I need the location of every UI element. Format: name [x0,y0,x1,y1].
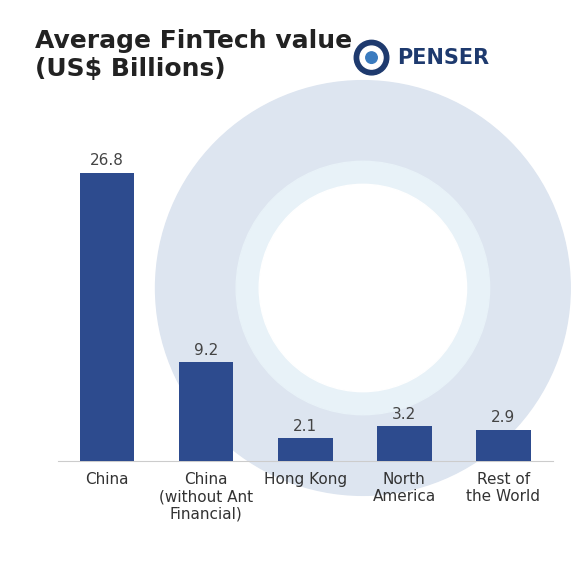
Circle shape [366,52,377,63]
Bar [80,173,134,461]
Circle shape [259,184,467,392]
Text: 2.1: 2.1 [293,419,317,434]
Text: 3.2: 3.2 [392,407,416,422]
Text: PENSER: PENSER [397,48,490,67]
Circle shape [236,161,490,415]
Text: Penser  |  www.penser.co.uk  |  Twitter: @PenserConsult  |  +44-207-096-0061 | ©: Penser | www.penser.co.uk | Twitter: @Pe… [41,546,535,557]
Circle shape [360,46,383,69]
Bar [476,430,530,461]
Bar [278,438,332,461]
Text: 2.9: 2.9 [491,410,516,425]
Text: Average FinTech value
(US$ Billions): Average FinTech value (US$ Billions) [35,29,352,81]
Bar [377,426,431,461]
Text: 26.8: 26.8 [90,153,124,168]
Text: 9.2: 9.2 [194,343,218,358]
Bar [179,362,233,461]
Circle shape [354,40,389,75]
Circle shape [156,81,570,495]
